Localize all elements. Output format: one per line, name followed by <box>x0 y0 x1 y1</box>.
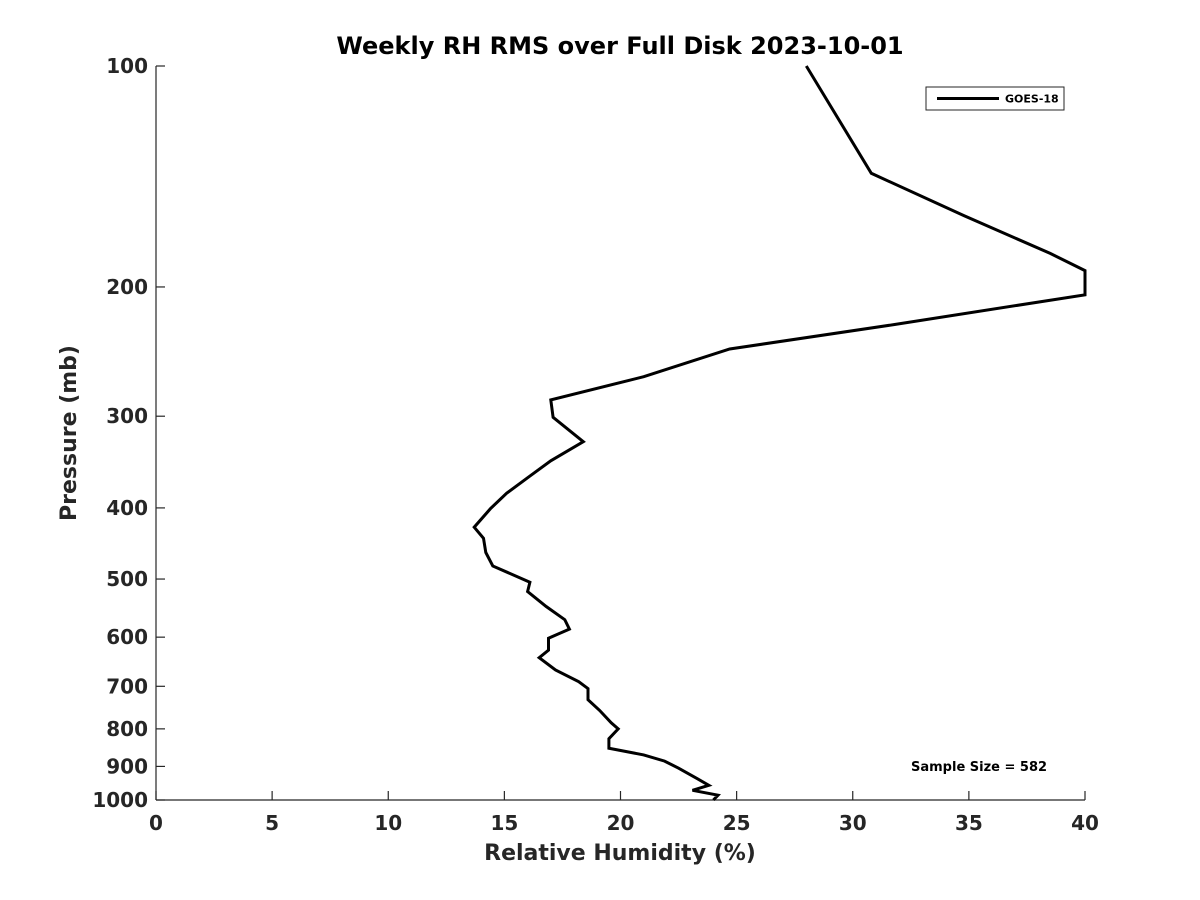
series-layer <box>472 65 1087 802</box>
y-axis-ticks: 100 200 300 400 500 600 700 800 900 1000 <box>92 54 165 812</box>
y-tick-label: 500 <box>106 567 148 591</box>
x-tick-label: 35 <box>955 811 983 835</box>
x-axis-title: Relative Humidity (%) <box>484 841 756 866</box>
x-tick-label: 15 <box>490 811 518 835</box>
x-tick-label: 0 <box>149 811 163 835</box>
y-tick-label: 400 <box>106 496 148 520</box>
x-tick-label: 40 <box>1071 811 1099 835</box>
chart-title: Weekly RH RMS over Full Disk 2023-10-01 <box>336 32 903 60</box>
x-tick-label: 5 <box>265 811 279 835</box>
y-tick-label: 100 <box>106 54 148 78</box>
x-tick-label: 25 <box>723 811 751 835</box>
legend-label-goes-18: GOES-18 <box>1005 93 1059 106</box>
y-axis-title: Pressure (mb) <box>57 345 82 521</box>
x-axis-ticks: 0 5 10 15 20 25 30 35 40 <box>149 791 1099 835</box>
y-tick-label: 600 <box>106 625 148 649</box>
legend[interactable]: GOES-18 <box>925 86 1065 111</box>
y-tick-label: 200 <box>106 275 148 299</box>
x-tick-label: 30 <box>839 811 867 835</box>
axes <box>155 66 1085 801</box>
y-tick-label: 800 <box>106 717 148 741</box>
y-tick-label: 300 <box>106 404 148 428</box>
sample-size-annotation: Sample Size = 582 <box>911 760 1047 775</box>
y-tick-label: 700 <box>106 674 148 698</box>
x-tick-label: 10 <box>374 811 402 835</box>
y-tick-label: 900 <box>106 754 148 778</box>
x-tick-label: 20 <box>607 811 635 835</box>
series-line-goes-18 <box>472 65 1087 802</box>
y-tick-label: 1000 <box>92 788 148 812</box>
